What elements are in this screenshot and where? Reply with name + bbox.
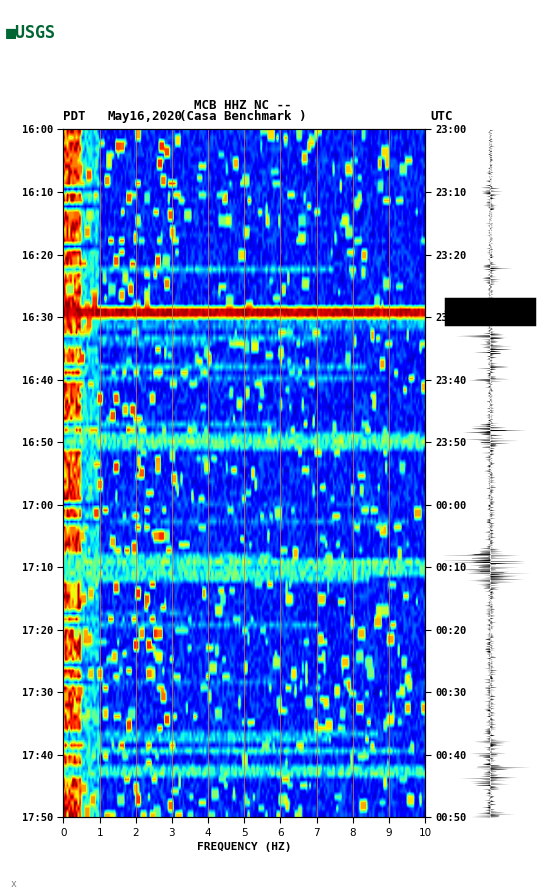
Text: UTC: UTC xyxy=(431,110,453,123)
X-axis label: FREQUENCY (HZ): FREQUENCY (HZ) xyxy=(197,842,291,852)
Text: (Casa Benchmark ): (Casa Benchmark ) xyxy=(179,110,306,123)
Text: ■USGS: ■USGS xyxy=(6,24,56,43)
Text: MCB HHZ NC --: MCB HHZ NC -- xyxy=(194,98,291,112)
Text: x: x xyxy=(11,879,17,889)
Text: May16,2020: May16,2020 xyxy=(108,110,183,123)
Text: PDT: PDT xyxy=(63,110,86,123)
Bar xyxy=(446,298,534,324)
